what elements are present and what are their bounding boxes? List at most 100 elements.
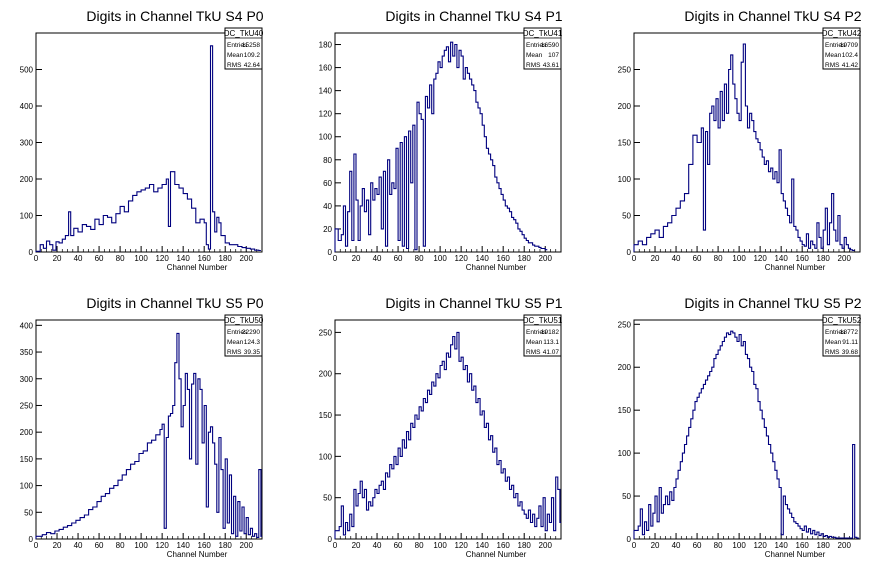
x-tick-label: 20 [352,254,361,263]
x-tick-label: 40 [672,254,681,263]
x-tick-label: 180 [219,254,233,263]
stats-title: DC_TkU52 [822,316,862,325]
y-tick-label: 400 [20,321,34,330]
y-tick-label: 50 [622,212,631,221]
stats-label: Entries [825,42,846,49]
x-tick-label: 120 [753,541,767,550]
x-tick-label: 20 [651,541,660,550]
x-tick-label: 80 [714,541,723,550]
y-tick-label: 0 [29,248,34,257]
x-tick-label: 160 [198,541,212,550]
y-tick-label: 140 [319,87,333,96]
y-tick-label: 50 [24,508,33,517]
x-tick-label: 180 [219,541,233,550]
stats-frame [523,314,562,357]
stats-label: Entries [526,42,547,49]
stats-value: 22290 [242,329,260,336]
x-axis-label: Channel Number [765,263,826,272]
panel-title: Digits in Channel TkU S4 P0 [86,8,263,24]
stats-label: Mean [526,339,543,346]
x-tick-label: 100 [134,541,148,550]
stats-label: RMS [526,62,541,69]
x-tick-label: 160 [497,254,511,263]
x-axis-label: Channel Number [466,550,527,559]
y-tick-label: 200 [20,175,34,184]
stats-value: 39.35 [244,349,261,356]
histogram-panel: Digits in Channel TkU S5 P2 0 20 40 60 80 100 1… [618,295,862,559]
stats-label: RMS [825,349,840,356]
x-tick-label: 0 [632,254,637,263]
x-tick-label: 20 [651,254,660,263]
panel-title: Digits in Channel TkU S5 P1 [385,295,562,311]
stats-label: Entries [825,329,846,336]
stats-title: DC_TkU40 [224,29,264,38]
y-tick-label: 150 [618,139,632,148]
x-tick-label: 160 [198,254,212,263]
x-tick-label: 60 [693,254,702,263]
x-axis-label: Channel Number [765,550,826,559]
y-tick-label: 250 [319,328,333,337]
stats-title: DC_TkU51 [523,316,563,325]
x-tick-label: 20 [53,541,62,550]
y-tick-label: 200 [618,102,632,111]
y-tick-label: 0 [328,248,333,257]
y-tick-label: 0 [328,535,333,544]
y-tick-label: 150 [20,455,34,464]
y-tick-label: 100 [618,449,632,458]
stats-label: Entries [227,329,248,336]
y-tick-label: 100 [319,133,333,142]
x-tick-label: 200 [838,254,852,263]
x-tick-label: 180 [518,541,532,550]
y-tick-label: 200 [319,370,333,379]
stats-label: RMS [227,62,242,69]
x-tick-label: 40 [672,541,681,550]
stats-value: 113.1 [543,339,559,346]
x-tick-label: 0 [632,541,637,550]
histogram-series [334,331,561,539]
histogram-series [334,41,548,252]
x-tick-label: 180 [817,254,831,263]
x-tick-label: 100 [433,541,447,550]
x-tick-label: 80 [415,254,424,263]
stats-frame [523,27,562,70]
x-tick-label: 140 [176,541,190,550]
histogram-series [633,43,855,252]
plot-frame [334,32,562,253]
histogram-series [35,45,261,252]
x-tick-label: 80 [116,254,125,263]
x-axis-label: Channel Number [167,550,228,559]
y-tick-label: 150 [618,406,632,415]
y-tick-label: 100 [618,175,632,184]
x-tick-label: 120 [155,254,169,263]
stats-value: 91.11 [842,339,858,346]
x-tick-label: 140 [774,254,788,263]
histogram-panel: Digits in Channel TkU S4 P2 0 20 40 60 80 100 1… [618,8,862,272]
y-tick-label: 50 [323,494,332,503]
y-tick-label: 0 [29,535,34,544]
x-tick-label: 60 [95,254,104,263]
plot-frame [334,319,562,540]
y-tick-label: 200 [618,363,632,372]
x-tick-label: 200 [838,541,852,550]
histogram-panel: Digits in Channel TkU S4 P0 0 20 40 60 80 100 1… [20,8,264,272]
x-tick-label: 0 [333,541,338,550]
y-tick-label: 250 [20,401,34,410]
y-tick-label: 50 [622,492,631,501]
x-tick-label: 80 [116,541,125,550]
x-tick-label: 140 [475,541,489,550]
stats-label: Mean [526,52,543,59]
stats-label: Mean [227,52,244,59]
x-tick-label: 20 [352,541,361,550]
histogram-panel: Digits in Channel TkU S5 P0 0 20 40 60 80 100 1… [20,295,264,559]
x-tick-label: 160 [796,541,810,550]
stats-value: 43.61 [543,62,560,69]
y-tick-label: 150 [319,411,333,420]
x-axis-label: Channel Number [466,263,527,272]
x-tick-label: 160 [796,254,810,263]
stats-frame [822,314,861,357]
